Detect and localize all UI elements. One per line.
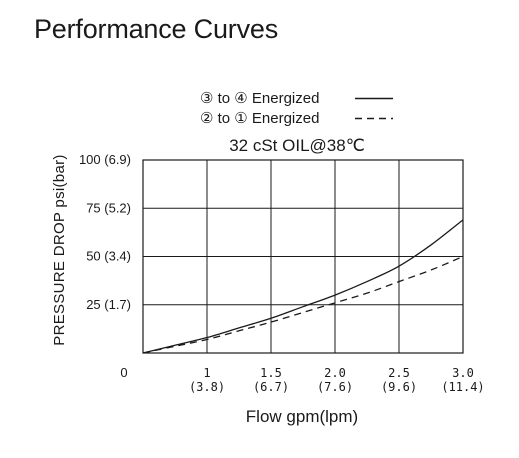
y-tick-label: 50 (3.4) xyxy=(86,249,131,264)
series-line-1 xyxy=(143,220,463,353)
x-tick-label: 2.0 xyxy=(324,366,346,380)
legend-label-2: ② to ① Energized xyxy=(200,110,319,127)
legend-label-1: ③ to ④ Energized xyxy=(200,90,319,107)
x-tick-sublabel: (9.6) xyxy=(381,380,417,394)
legend: ③ to ④ Energized ② to ① Energized xyxy=(200,90,393,127)
oil-condition-label: 32 cSt OIL@38℃ xyxy=(229,136,365,155)
x-tick-sublabel: (11.4) xyxy=(441,380,484,394)
series-group xyxy=(143,220,463,353)
x-tick-label: 1 xyxy=(203,366,210,380)
y-tick-label: 100 (6.9) xyxy=(79,152,131,167)
x-tick-sublabel: (3.8) xyxy=(189,380,225,394)
x-tick-label: 0 xyxy=(120,365,127,380)
x-axis-label: Flow gpm(lpm) xyxy=(246,407,358,426)
x-tick-sublabel: (6.7) xyxy=(253,380,289,394)
x-tick-sublabel: (7.6) xyxy=(317,380,353,394)
x-ticks: 0 1(3.8) 1.5(6.7) 2.0(7.6) 2.5(9.6) 3.0(11.4) xyxy=(120,365,484,394)
x-tick-label: 3.0 xyxy=(452,366,474,380)
y-tick-label: 25 (1.7) xyxy=(86,297,131,312)
y-tick-label: 75 (5.2) xyxy=(86,200,131,215)
x-tick-label: 1.5 xyxy=(260,366,282,380)
x-tick-label: 2.5 xyxy=(388,366,410,380)
y-ticks: 25 (1.7) 50 (3.4) 75 (5.2) 100 (6.9) xyxy=(79,152,131,312)
y-axis-label: PRESSURE DROP psi(bar) xyxy=(51,154,68,345)
